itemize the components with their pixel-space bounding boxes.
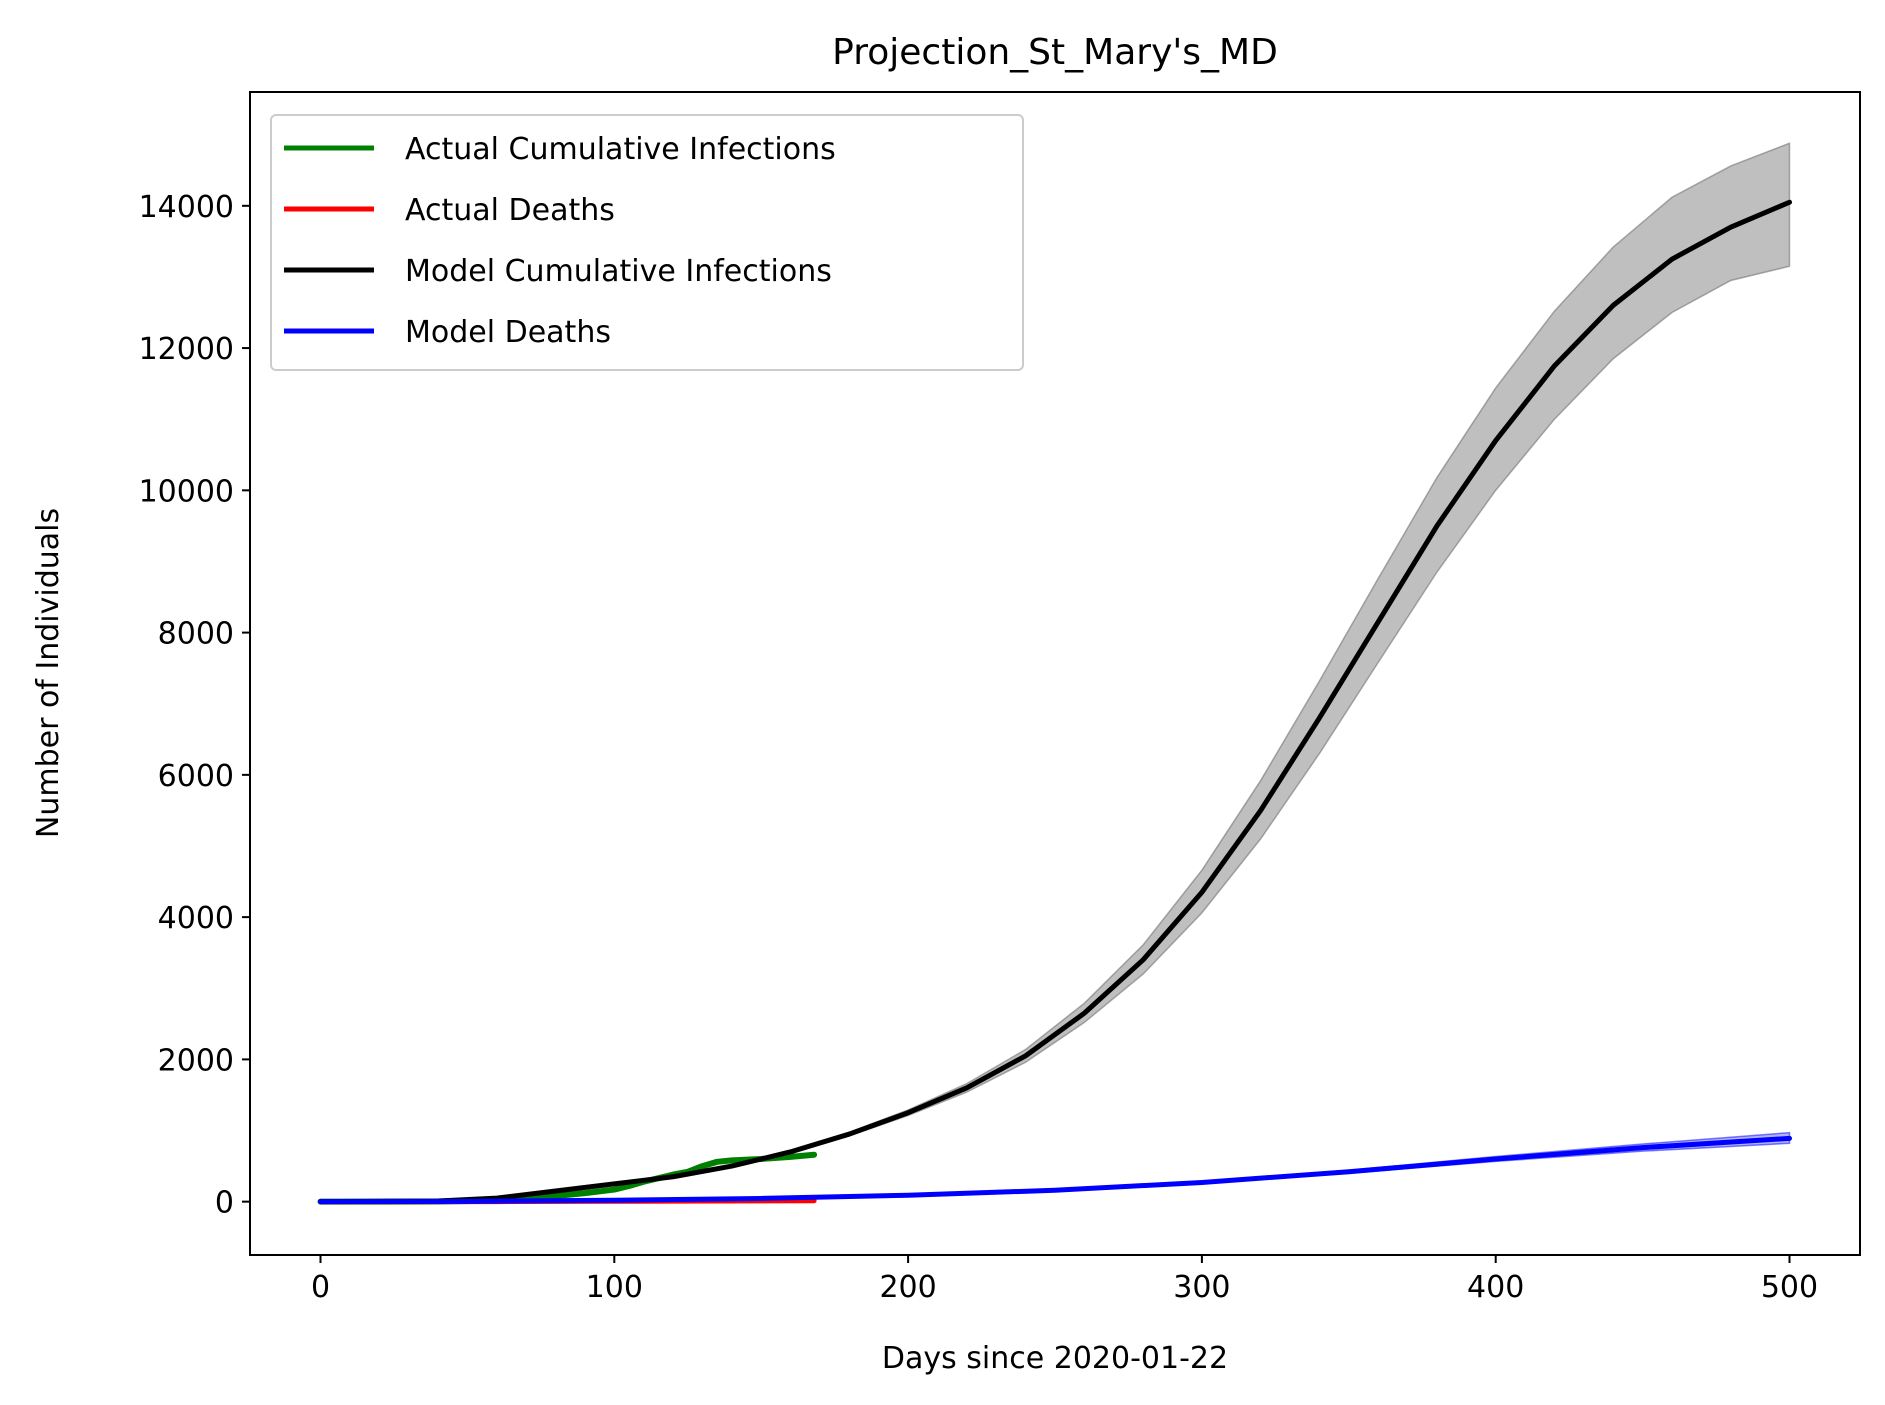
legend-label-model-cumulative-infections: Model Cumulative Infections	[405, 254, 832, 289]
y-tick-label: 10000	[139, 474, 234, 509]
y-axis-ticks: 0 2000 4000 6000 8000 10000 12000 14000	[139, 190, 250, 1221]
legend-box	[270, 114, 1024, 371]
plot-frame	[249, 91, 1861, 1256]
series-lines	[317, 199, 1792, 1205]
y-tick-label: 12000	[139, 332, 234, 367]
x-tick-label: 100	[586, 1270, 643, 1305]
x-tick-label: 400	[1467, 1270, 1524, 1305]
y-tick-label: 8000	[158, 617, 234, 652]
y-axis-label: Number of Individuals	[31, 508, 66, 838]
x-tick-label: 500	[1761, 1270, 1818, 1305]
x-axis-label: Days since 2020-01-22	[882, 1341, 1228, 1376]
legend-label-actual-deaths: Actual Deaths	[405, 193, 615, 228]
y-tick-label: 2000	[158, 1043, 234, 1078]
x-tick-label: 300	[1173, 1270, 1230, 1305]
model-cumulative-infections-line	[318, 199, 1792, 1205]
chart-title: Projection_St_Mary's_MD	[832, 32, 1278, 73]
legend-label-actual-cumulative-infections: Actual Cumulative Infections	[405, 132, 836, 167]
x-axis-ticks: 0 100 200 300 400 500	[311, 1255, 1818, 1305]
y-tick-label: 6000	[158, 759, 234, 794]
y-tick-label: 0	[215, 1186, 234, 1221]
y-tick-label: 4000	[158, 901, 234, 936]
x-tick-label: 0	[311, 1270, 330, 1305]
y-tick-label: 14000	[139, 190, 234, 225]
x-tick-label: 200	[879, 1270, 936, 1305]
legend-label-model-deaths: Model Deaths	[405, 315, 611, 350]
model-deaths-line	[318, 1135, 1792, 1205]
legend: Actual Cumulative Infections Actual Death…	[270, 114, 1024, 371]
